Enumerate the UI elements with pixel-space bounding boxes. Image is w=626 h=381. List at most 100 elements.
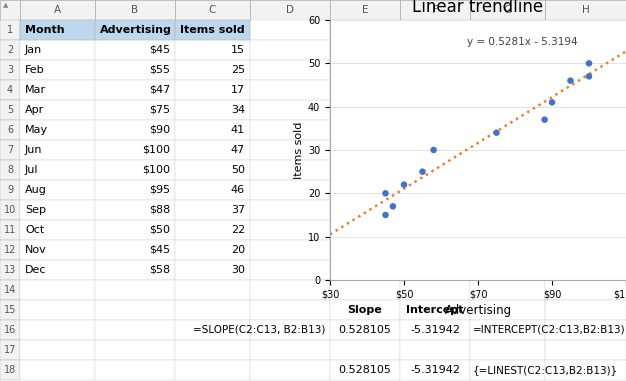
- Text: Apr: Apr: [25, 105, 44, 115]
- Text: $95: $95: [149, 185, 170, 195]
- Bar: [0, 300, 20, 320]
- Bar: [545, 320, 626, 340]
- Text: G: G: [503, 5, 511, 15]
- Text: 17: 17: [231, 85, 245, 95]
- Text: Dec: Dec: [25, 265, 46, 275]
- Text: Aug: Aug: [25, 185, 47, 195]
- Bar: [250, 240, 330, 260]
- Bar: [545, 100, 626, 120]
- Bar: [545, 40, 626, 60]
- Bar: [175, 240, 250, 260]
- Bar: [330, 160, 400, 180]
- Bar: [95, 200, 175, 220]
- Bar: [330, 0, 400, 20]
- Bar: [0, 360, 20, 380]
- Bar: [400, 200, 470, 220]
- Bar: [250, 120, 330, 140]
- Text: $100: $100: [142, 165, 170, 175]
- Bar: [0, 340, 20, 360]
- Text: $100: $100: [142, 145, 170, 155]
- Bar: [95, 360, 175, 380]
- Bar: [470, 360, 545, 380]
- Bar: [95, 160, 175, 180]
- Text: 16: 16: [4, 325, 16, 335]
- Bar: [0, 200, 20, 220]
- Bar: [0, 0, 20, 20]
- Bar: [400, 0, 470, 20]
- Bar: [545, 20, 626, 40]
- Bar: [250, 300, 330, 320]
- Bar: [545, 120, 626, 140]
- Text: 25: 25: [231, 65, 245, 75]
- Bar: [0, 180, 20, 200]
- Text: $75: $75: [149, 105, 170, 115]
- Bar: [0, 120, 20, 140]
- Bar: [250, 200, 330, 220]
- Bar: [250, 20, 330, 40]
- Bar: [95, 80, 175, 100]
- Bar: [95, 0, 175, 20]
- Bar: [20, 300, 95, 320]
- Text: 22: 22: [231, 225, 245, 235]
- Point: [418, 169, 428, 175]
- Bar: [95, 300, 175, 320]
- Text: Items sold: Items sold: [180, 25, 245, 35]
- Bar: [95, 340, 175, 360]
- Text: $55: $55: [149, 65, 170, 75]
- Bar: [470, 120, 545, 140]
- Bar: [400, 120, 470, 140]
- Bar: [20, 60, 95, 80]
- Text: 3: 3: [7, 65, 13, 75]
- Bar: [175, 80, 250, 100]
- Bar: [20, 160, 95, 180]
- Text: $45: $45: [149, 45, 170, 55]
- Bar: [400, 320, 470, 340]
- Bar: [95, 260, 175, 280]
- Bar: [250, 40, 330, 60]
- Bar: [330, 280, 400, 300]
- Bar: [95, 140, 175, 160]
- Bar: [400, 100, 470, 120]
- Bar: [0, 320, 20, 340]
- Text: E: E: [362, 5, 368, 15]
- Text: A: A: [54, 5, 61, 15]
- Bar: [470, 100, 545, 120]
- Bar: [95, 240, 175, 260]
- Bar: [400, 160, 470, 180]
- Bar: [20, 20, 95, 40]
- Text: 12: 12: [4, 245, 16, 255]
- Point: [565, 78, 575, 84]
- Text: $50: $50: [149, 225, 170, 235]
- Bar: [0, 140, 20, 160]
- Bar: [545, 140, 626, 160]
- Bar: [330, 20, 400, 40]
- Bar: [545, 340, 626, 360]
- Text: D: D: [286, 5, 294, 15]
- Bar: [250, 160, 330, 180]
- Text: Intercept: Intercept: [406, 305, 464, 315]
- Bar: [175, 220, 250, 240]
- Point: [399, 182, 409, 188]
- Bar: [95, 220, 175, 240]
- Text: -5.31942: -5.31942: [410, 325, 460, 335]
- Text: B: B: [131, 5, 138, 15]
- Bar: [470, 60, 545, 80]
- Bar: [400, 240, 470, 260]
- Bar: [400, 260, 470, 280]
- Bar: [545, 300, 626, 320]
- Text: {=LINEST(C2:C13,B2:B13)}: {=LINEST(C2:C13,B2:B13)}: [473, 365, 618, 375]
- Bar: [470, 320, 545, 340]
- Bar: [175, 0, 250, 20]
- Text: 1: 1: [7, 25, 13, 35]
- Text: 17: 17: [4, 345, 16, 355]
- Bar: [175, 360, 250, 380]
- Bar: [470, 20, 545, 40]
- Bar: [330, 340, 400, 360]
- Bar: [95, 320, 175, 340]
- Bar: [175, 200, 250, 220]
- Text: Month: Month: [25, 25, 64, 35]
- Bar: [400, 340, 470, 360]
- X-axis label: Advertising: Advertising: [444, 304, 511, 317]
- Bar: [95, 60, 175, 80]
- Bar: [400, 140, 470, 160]
